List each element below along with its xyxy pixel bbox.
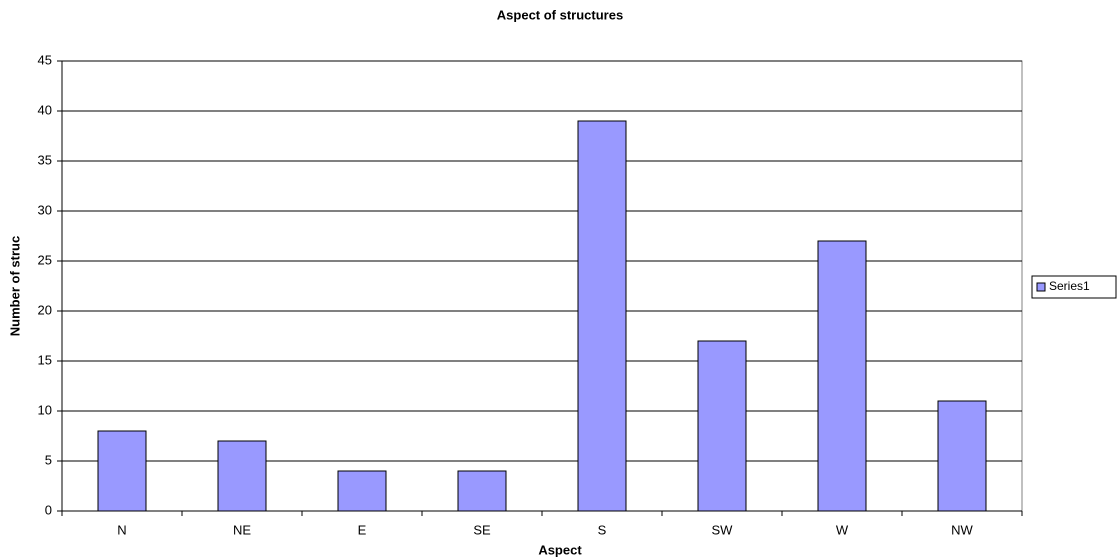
plot-area [61, 60, 1023, 512]
bar [697, 340, 747, 512]
x-tick-label: NE [233, 522, 251, 537]
legend-label: Series1 [1049, 279, 1090, 293]
y-tick-label: 45 [38, 52, 52, 67]
x-tick-label: E [358, 522, 367, 537]
bar [577, 120, 627, 512]
bar [217, 440, 267, 512]
x-tick-label: N [117, 522, 126, 537]
bar [337, 470, 387, 512]
y-tick-label: 15 [38, 352, 52, 367]
bar [937, 400, 987, 512]
y-tick-label: 35 [38, 152, 52, 167]
y-tick-label: 20 [38, 302, 52, 317]
y-tick-label: 25 [38, 252, 52, 267]
x-tick-label: SW [712, 522, 734, 537]
y-tick-label: 0 [45, 502, 52, 517]
bar [817, 240, 867, 512]
y-tick-label: 5 [45, 452, 52, 467]
legend [1031, 275, 1117, 299]
x-axis-label: Aspect [538, 542, 582, 557]
y-tick-label: 10 [38, 402, 52, 417]
y-tick-label: 40 [38, 102, 52, 117]
y-axis-label: Number of struc [7, 236, 22, 336]
bar [97, 430, 147, 512]
bar [457, 470, 507, 512]
x-tick-label: NW [951, 522, 973, 537]
chart-title: Aspect of structures [497, 7, 623, 22]
y-tick-label: 30 [38, 202, 52, 217]
x-tick-label: S [598, 522, 607, 537]
x-tick-label: SE [473, 522, 491, 537]
legend-swatch [1036, 282, 1046, 292]
x-tick-label: W [836, 522, 849, 537]
